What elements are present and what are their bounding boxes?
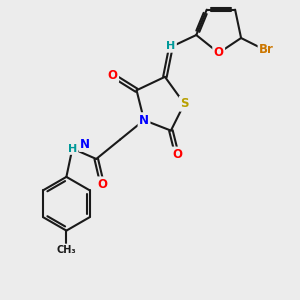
Text: H: H [68,143,77,154]
Text: N: N [80,137,90,151]
Text: S: S [180,97,189,110]
Text: O: O [172,148,182,161]
Text: O: O [108,69,118,82]
Text: Br: Br [259,44,274,56]
Text: CH₃: CH₃ [57,245,76,255]
Text: O: O [214,46,224,59]
Text: N: N [139,114,149,127]
Text: O: O [97,178,107,191]
Text: H: H [166,41,176,51]
